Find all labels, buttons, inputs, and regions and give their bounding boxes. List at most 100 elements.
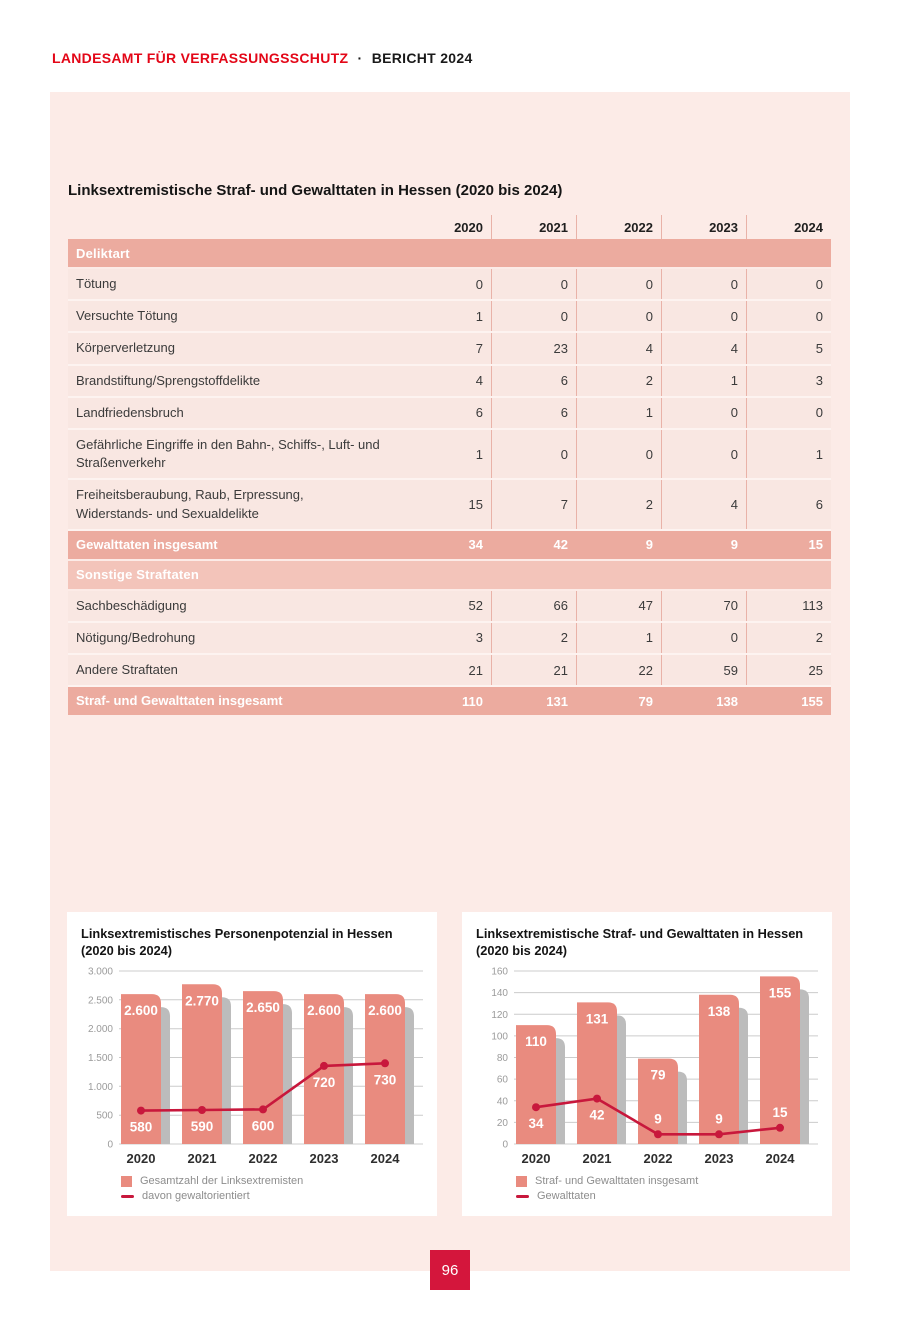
- legend-item: Straf- und Gewalttaten insgesamt: [516, 1175, 818, 1187]
- row-label: Tötung: [76, 276, 117, 291]
- svg-text:2020: 2020: [522, 1151, 551, 1166]
- svg-text:2020: 2020: [127, 1151, 156, 1166]
- svg-text:720: 720: [313, 1075, 336, 1090]
- table-cell-value: 6: [475, 405, 483, 421]
- table-cell-value: 0: [661, 269, 746, 300]
- table-cell-value: 7: [475, 340, 483, 356]
- table-cell-value: 2: [576, 480, 661, 529]
- legend-item: Gesamtzahl der Linksextremisten: [121, 1175, 423, 1187]
- legend-label: Gesamtzahl der Linksextremisten: [140, 1175, 304, 1188]
- total-cell-value: 79: [638, 693, 653, 709]
- table-cell-value: 0: [746, 397, 831, 428]
- table-cell-value: 0: [576, 269, 661, 300]
- table-cell-value: 1: [661, 365, 746, 396]
- table-cell-value: 66: [491, 590, 576, 621]
- table-cell-value: 0: [746, 269, 831, 300]
- table-cell-value: 0: [576, 429, 661, 479]
- table-cell-value: 0: [661, 397, 746, 428]
- svg-text:600: 600: [252, 1119, 275, 1134]
- violence-total-row: Gewalttaten insgesamt 34 42 9 9 15: [68, 530, 831, 559]
- svg-text:138: 138: [708, 1004, 731, 1019]
- legend-item: Gewalttaten: [516, 1190, 818, 1202]
- table-row: Landfriedensbruch 6 6 1 0 0: [68, 397, 831, 430]
- table-corner-cell: [68, 215, 406, 239]
- chart-title-text: Linksextremistische Straf- und Gewalttat…: [476, 926, 804, 941]
- table-cell-value: 23: [491, 333, 576, 364]
- svg-text:2.650: 2.650: [246, 1000, 280, 1015]
- svg-text:1.500: 1.500: [88, 1053, 113, 1064]
- table-row: Tötung 0 0 0 0 0: [68, 269, 831, 302]
- table-row: Körperverletzung 7 23 4 4 5: [68, 333, 831, 366]
- svg-text:79: 79: [650, 1068, 665, 1083]
- header-brand: LANDESAMT FÜR VERFASSUNGSSCHUTZ: [52, 50, 349, 66]
- table-cell-value: 4: [475, 373, 483, 389]
- svg-text:15: 15: [772, 1105, 788, 1120]
- table-cell-value: 59: [661, 655, 746, 686]
- legend-bar-swatch-icon: [121, 1175, 132, 1187]
- year-header: 2023: [661, 215, 746, 239]
- row-label: Brandstiftung/Sprengstoffdelikte: [76, 372, 261, 388]
- section-label: Sonstige Straftaten: [76, 567, 199, 583]
- grand-total-row: Straf- und Gewalttaten insgesamt 110 131 79…: [68, 687, 831, 716]
- legend-line-swatch-icon: [516, 1194, 529, 1198]
- table-cell-value: 6: [491, 365, 576, 396]
- svg-text:2023: 2023: [310, 1151, 339, 1166]
- table-cell-value: 1: [576, 397, 661, 428]
- svg-text:20: 20: [497, 1118, 509, 1129]
- chart-subtitle-text: (2020 bis 2024): [476, 942, 568, 958]
- svg-text:131: 131: [586, 1012, 609, 1027]
- crime-table: 2020 2021 2022 2023 2024 Deliktart Tötung 0 0 0 0 0…: [68, 215, 831, 716]
- row-label: Andere Straftaten: [76, 662, 178, 678]
- chart-subtitle-text: (2020 bis 2024): [81, 942, 173, 958]
- svg-text:590: 590: [191, 1119, 214, 1134]
- row-label: Sachbeschädigung: [76, 597, 187, 613]
- svg-text:42: 42: [589, 1108, 604, 1123]
- svg-text:2.000: 2.000: [88, 1024, 113, 1035]
- table-cell-value: 21: [468, 662, 483, 678]
- year-header: 2024: [746, 215, 831, 239]
- table-cell-value: 52: [468, 598, 483, 614]
- svg-text:80: 80: [497, 1053, 509, 1064]
- total-cell-value: 15: [808, 537, 823, 553]
- table-cell-value: 4: [576, 333, 661, 364]
- table-cell-value: 0: [491, 301, 576, 332]
- table-cell-value: 2: [576, 365, 661, 396]
- svg-text:2.770: 2.770: [185, 994, 219, 1009]
- chart-card: Linksextremistische Straf- und Gewalttat…: [462, 912, 832, 1216]
- svg-text:2.600: 2.600: [368, 1003, 402, 1018]
- svg-text:0: 0: [107, 1140, 113, 1151]
- svg-text:2024: 2024: [766, 1151, 796, 1166]
- header-separator-dot: ·: [357, 50, 363, 66]
- table-row: Andere Straftaten 21 21 22 59 25: [68, 655, 831, 688]
- svg-text:3.000: 3.000: [88, 967, 113, 978]
- svg-text:1.000: 1.000: [88, 1082, 113, 1093]
- table-cell-value: 1: [475, 308, 483, 324]
- total-row-label: Straf- und Gewalttaten insgesamt: [76, 693, 283, 709]
- total-cell-value: 155: [801, 693, 823, 709]
- svg-text:2021: 2021: [188, 1151, 217, 1166]
- chart-legend: Gesamtzahl der Linksextremisten davon gew…: [121, 1175, 423, 1202]
- svg-text:580: 580: [130, 1120, 153, 1135]
- table-section-row: Deliktart: [68, 239, 831, 267]
- legend-item: davon gewaltorientiert: [121, 1190, 423, 1202]
- table-cell-value: 21: [491, 655, 576, 686]
- table-cell-value: 7: [491, 480, 576, 529]
- legend-line-swatch-icon: [121, 1194, 134, 1198]
- row-label: Freiheitsberaubung, Raub, Erpressung, Wi…: [76, 487, 304, 521]
- table-cell-value: 0: [746, 301, 831, 332]
- chart-svg: 0 500 1.000 1.500 2.000 2.500 3.000 2.600 2.770 2…: [88, 967, 423, 1166]
- table-cell-value: 1: [746, 429, 831, 479]
- row-label: Körperverletzung: [76, 340, 175, 356]
- svg-text:60: 60: [497, 1075, 509, 1086]
- svg-text:40: 40: [497, 1097, 509, 1108]
- total-cell-value: 42: [553, 537, 568, 553]
- table-cell-value: 47: [576, 590, 661, 621]
- table-cell-value: 3: [746, 365, 831, 396]
- svg-text:9: 9: [715, 1112, 723, 1127]
- svg-text:2.600: 2.600: [307, 1003, 341, 1018]
- table-cell-value: 6: [491, 397, 576, 428]
- legend-bar-swatch-icon: [516, 1175, 527, 1187]
- svg-text:2022: 2022: [249, 1151, 278, 1166]
- svg-text:2024: 2024: [371, 1151, 401, 1166]
- year-header: 2022: [576, 215, 661, 239]
